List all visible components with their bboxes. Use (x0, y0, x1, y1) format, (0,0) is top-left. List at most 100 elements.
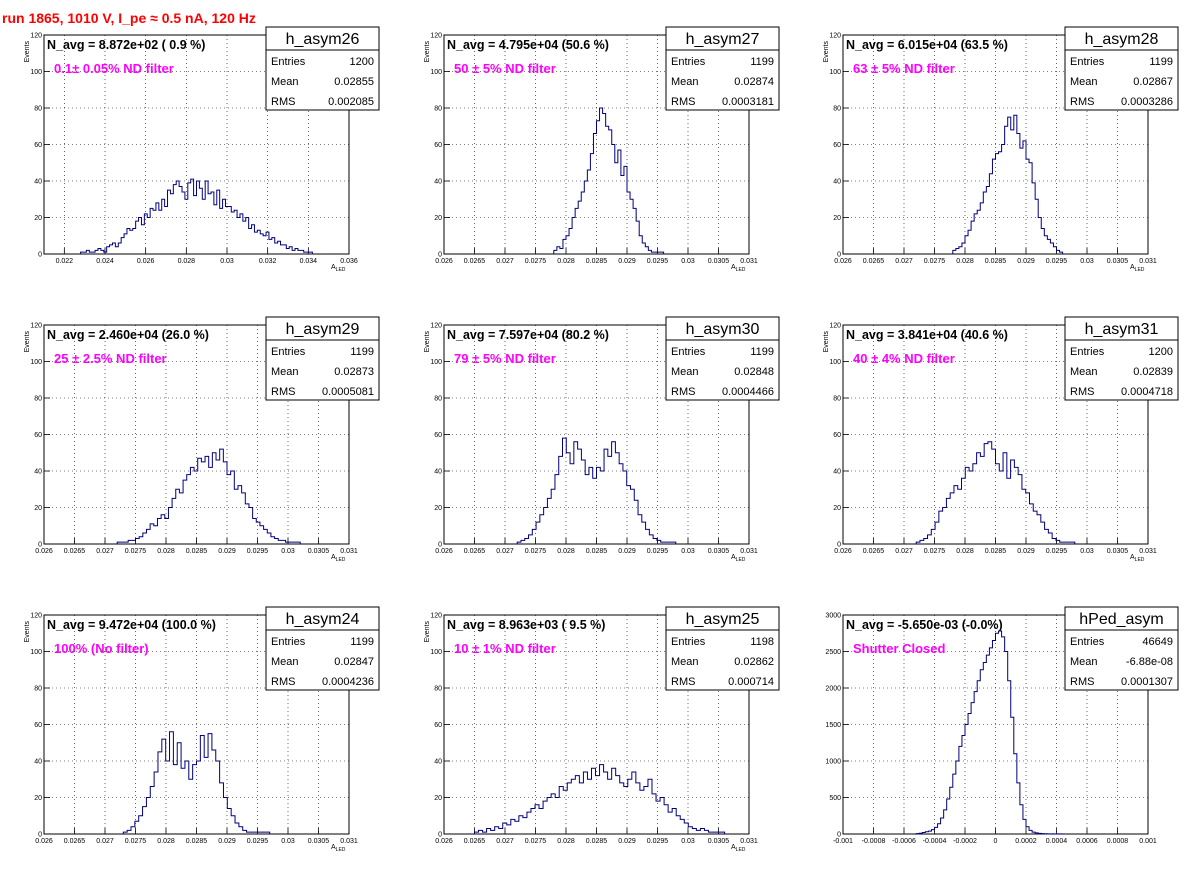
stats-value: 0.0003286 (1121, 96, 1173, 108)
stats-title: h_asym27 (686, 31, 760, 48)
x-tick-label: 0.031 (740, 838, 758, 845)
x-tick-label: 0.022 (56, 258, 74, 265)
stats-body-box (1064, 49, 1179, 111)
y-tick-label: 100 (430, 649, 442, 656)
y-tick-label: 40 (34, 759, 42, 766)
x-tick-label: 0.031 (340, 548, 358, 555)
navg-annotation: N_avg = 2.460e+04 (26.0 %) (47, 328, 209, 342)
y-tick-label: 60 (434, 432, 442, 439)
x-tick-label: 0.029 (618, 548, 636, 555)
x-tick-label: 0.036 (340, 258, 358, 265)
y-tick-label: 120 (829, 33, 841, 40)
stats-value: 0.0004466 (722, 386, 774, 398)
histogram-series-h_asym30 (516, 437, 677, 544)
x-axis-label: ALED (1130, 264, 1145, 273)
stats-value: 0.02867 (1133, 76, 1173, 88)
x-axis-label-subscript: LED (736, 267, 746, 273)
histogram-panel-hPed_asym: -0.001 -0.0008 -0.0006 -0.0004 -0.0002 0 0.000… (825, 606, 1179, 845)
x-tick-label: -0.0002 (953, 838, 977, 845)
x-tick-label: 0.026 (834, 258, 852, 265)
histogram-series-h_asym29 (116, 448, 301, 544)
histogram-series-hPed_asym (915, 630, 1064, 835)
x-axis-label-subscript: LED (1135, 557, 1145, 563)
x-axis-label: ALED (331, 264, 346, 273)
y-tick-label: 3000 (825, 613, 841, 620)
filter-annotation: 79 ± 5% ND filter (454, 351, 556, 366)
y-tick-label: 0 (38, 542, 42, 549)
stats-title: h_asym26 (286, 31, 360, 48)
stats-value: 1199 (350, 636, 374, 648)
stats-value: 0.02862 (734, 656, 774, 668)
x-tick-label: -0.0006 (892, 838, 916, 845)
x-axis-label-subscript: LED (336, 557, 346, 563)
navg-annotation: N_avg = 8.872e+02 ( 0.9 %) (47, 38, 205, 52)
y-tick-label: 2500 (825, 649, 841, 656)
x-tick-label: 0.0275 (525, 548, 547, 555)
y-tick-label: 100 (829, 359, 841, 366)
x-tick-label: 0.026 (435, 258, 453, 265)
y-tick-label: 120 (430, 613, 442, 620)
x-axis-label: ALED (731, 554, 746, 563)
x-tick-label: 0.031 (740, 258, 758, 265)
y-tick-label: 20 (833, 215, 841, 222)
stats-key: Entries (671, 56, 706, 68)
y-tick-label: 60 (434, 142, 442, 149)
histogram-series-h_asym26 (80, 178, 313, 254)
x-tick-label: 0.028 (157, 838, 175, 845)
filter-annotation: 50 ± 5% ND filter (454, 61, 556, 76)
stats-value: 0.002085 (328, 96, 374, 108)
x-tick-label: 0.0004 (1046, 838, 1068, 845)
stats-value: 0.0001307 (1121, 676, 1173, 688)
stats-value: 46649 (1142, 636, 1173, 648)
x-tick-label: 0.029 (1017, 258, 1035, 265)
stats-value: 1199 (1149, 56, 1173, 68)
x-tick-label: 0.031 (1139, 258, 1157, 265)
y-tick-label: 80 (434, 396, 442, 403)
x-tick-label: 0.028 (157, 548, 175, 555)
x-tick-label: 0.03 (1080, 548, 1094, 555)
y-tick-label: 80 (434, 686, 442, 693)
y-tick-label: 60 (34, 432, 42, 439)
y-tick-label: 20 (34, 215, 42, 222)
x-tick-label: 0.0008 (1107, 838, 1129, 845)
y-tick-label: 20 (34, 795, 42, 802)
x-tick-label: 0.0295 (247, 838, 269, 845)
stats-title: h_asym31 (1085, 321, 1159, 338)
navg-annotation: N_avg = 9.472e+04 (100.0 %) (47, 618, 216, 632)
stats-value: 1199 (750, 346, 774, 358)
x-tick-label: 0.028 (557, 838, 575, 845)
stats-key: RMS (271, 96, 295, 108)
y-tick-label: 80 (34, 106, 42, 113)
x-axis-label-subscript: LED (736, 847, 746, 853)
x-tick-label: 0.0285 (985, 258, 1007, 265)
x-tick-label: 0.0295 (1046, 548, 1068, 555)
x-tick-label: 0.031 (740, 548, 758, 555)
x-tick-label: 0.028 (557, 258, 575, 265)
stats-title: h_asym24 (286, 611, 360, 628)
stats-title: h_asym28 (1085, 31, 1159, 48)
y-tick-label: 80 (833, 106, 841, 113)
x-tick-label: 0.0275 (525, 838, 547, 845)
y-tick-label: 120 (430, 323, 442, 330)
stats-key: Entries (271, 636, 306, 648)
stats-key: Entries (1070, 346, 1105, 358)
x-tick-label: 0.028 (557, 548, 575, 555)
y-tick-label: 120 (30, 33, 42, 40)
x-axis-label: ALED (331, 554, 346, 563)
stats-body-box (1064, 629, 1179, 691)
stats-value: 0.000714 (728, 676, 774, 688)
stats-value: 0.02839 (1133, 366, 1173, 378)
x-tick-label: 0.0265 (464, 548, 486, 555)
histogram-series-h_asym31 (915, 441, 1076, 544)
x-tick-label: 0.0305 (308, 838, 330, 845)
x-tick-label: 0.027 (496, 838, 514, 845)
x-tick-label: 0.026 (35, 838, 53, 845)
filter-annotation: 40 ± 4% ND filter (853, 351, 955, 366)
y-axis-label: Events (424, 331, 431, 353)
x-tick-label: 0.026 (435, 548, 453, 555)
y-axis-label: Events (823, 41, 830, 63)
x-tick-label: 0.0265 (863, 258, 885, 265)
navg-annotation: N_avg = 6.015e+04 (63.5 %) (846, 38, 1008, 52)
y-tick-label: 40 (34, 469, 42, 476)
navg-annotation: N_avg = -5.650e-03 (-0.0%) (846, 618, 1003, 632)
